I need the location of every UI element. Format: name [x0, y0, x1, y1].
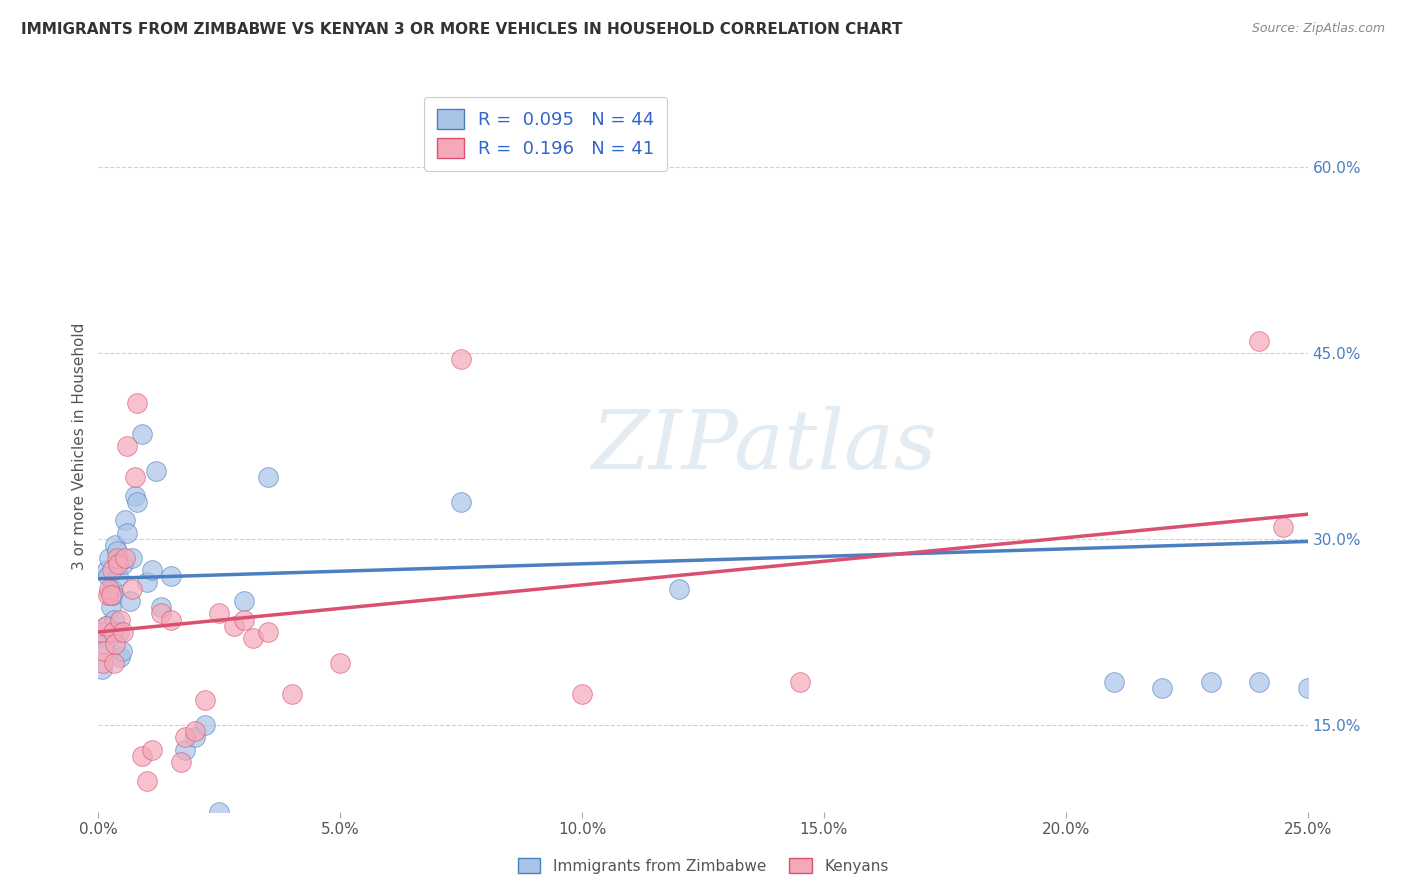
Point [281, 687, 304, 701]
Point [101, 563, 124, 577]
Point [97, 588, 120, 602]
Point [105, 544, 128, 558]
Point [184, 724, 207, 739]
Point [114, 550, 136, 565]
Point [208, 607, 231, 621]
Y-axis label: 3 or more Vehicles in Household: 3 or more Vehicles in Household [72, 322, 87, 570]
Point [111, 624, 134, 639]
Point [117, 439, 139, 453]
Point [450, 495, 472, 509]
Point [141, 563, 163, 577]
Point [107, 569, 129, 583]
Point [222, 619, 245, 633]
Point [571, 687, 593, 701]
Point [94, 619, 117, 633]
Legend: R =  0.095   N = 44, R =  0.196   N = 41: R = 0.095 N = 44, R = 0.196 N = 41 [425, 96, 668, 170]
Point [101, 588, 124, 602]
Point [108, 649, 131, 664]
Point [174, 743, 197, 757]
Point [97, 569, 120, 583]
Point [194, 718, 217, 732]
Point [184, 731, 207, 745]
Point [160, 569, 183, 583]
Point [93, 643, 115, 657]
Point [101, 624, 124, 639]
Point [118, 594, 141, 608]
Point [256, 470, 278, 484]
Point [111, 557, 134, 571]
Point [135, 575, 157, 590]
Point [117, 525, 139, 540]
Point [194, 693, 217, 707]
Point [96, 563, 118, 577]
Point [107, 557, 129, 571]
Point [232, 594, 254, 608]
Point [150, 600, 173, 615]
Point [174, 731, 197, 745]
Point [127, 495, 149, 509]
Text: IMMIGRANTS FROM ZIMBABWE VS KENYAN 3 OR MORE VEHICLES IN HOUSEHOLD CORRELATION C: IMMIGRANTS FROM ZIMBABWE VS KENYAN 3 OR … [21, 22, 903, 37]
Point [98, 550, 121, 565]
Point [169, 755, 191, 769]
Point [104, 637, 127, 651]
Point [94, 619, 117, 633]
Point [90, 631, 112, 645]
Point [1199, 674, 1222, 689]
Point [131, 748, 153, 763]
Point [105, 550, 128, 565]
Point [103, 656, 125, 670]
Point [141, 743, 163, 757]
Point [145, 464, 167, 478]
Point [101, 582, 124, 596]
Point [131, 426, 153, 441]
Point [104, 538, 127, 552]
Point [150, 607, 173, 621]
Point [107, 624, 129, 639]
Point [329, 656, 352, 670]
Point [91, 662, 114, 676]
Point [668, 582, 690, 596]
Point [256, 624, 278, 639]
Point [1102, 674, 1125, 689]
Point [1320, 674, 1343, 689]
Text: ZIPatlas: ZIPatlas [591, 406, 936, 486]
Point [1296, 681, 1319, 695]
Point [98, 582, 121, 596]
Point [1152, 681, 1174, 695]
Point [242, 631, 264, 645]
Point [124, 470, 146, 484]
Point [160, 613, 183, 627]
Point [208, 805, 231, 819]
Point [450, 352, 472, 367]
Point [100, 600, 122, 615]
Point [93, 637, 115, 651]
Point [108, 613, 131, 627]
Point [1272, 519, 1295, 533]
Point [127, 395, 149, 409]
Point [121, 550, 143, 565]
Point [91, 624, 114, 639]
Point [232, 613, 254, 627]
Point [1249, 674, 1271, 689]
Point [121, 582, 143, 596]
Point [789, 674, 811, 689]
Point [100, 588, 122, 602]
Text: Source: ZipAtlas.com: Source: ZipAtlas.com [1251, 22, 1385, 36]
Legend: Immigrants from Zimbabwe, Kenyans: Immigrants from Zimbabwe, Kenyans [512, 852, 894, 880]
Point [135, 773, 157, 788]
Point [111, 643, 134, 657]
Point [103, 613, 125, 627]
Point [124, 489, 146, 503]
Point [114, 513, 136, 527]
Point [91, 656, 114, 670]
Point [1249, 334, 1271, 348]
